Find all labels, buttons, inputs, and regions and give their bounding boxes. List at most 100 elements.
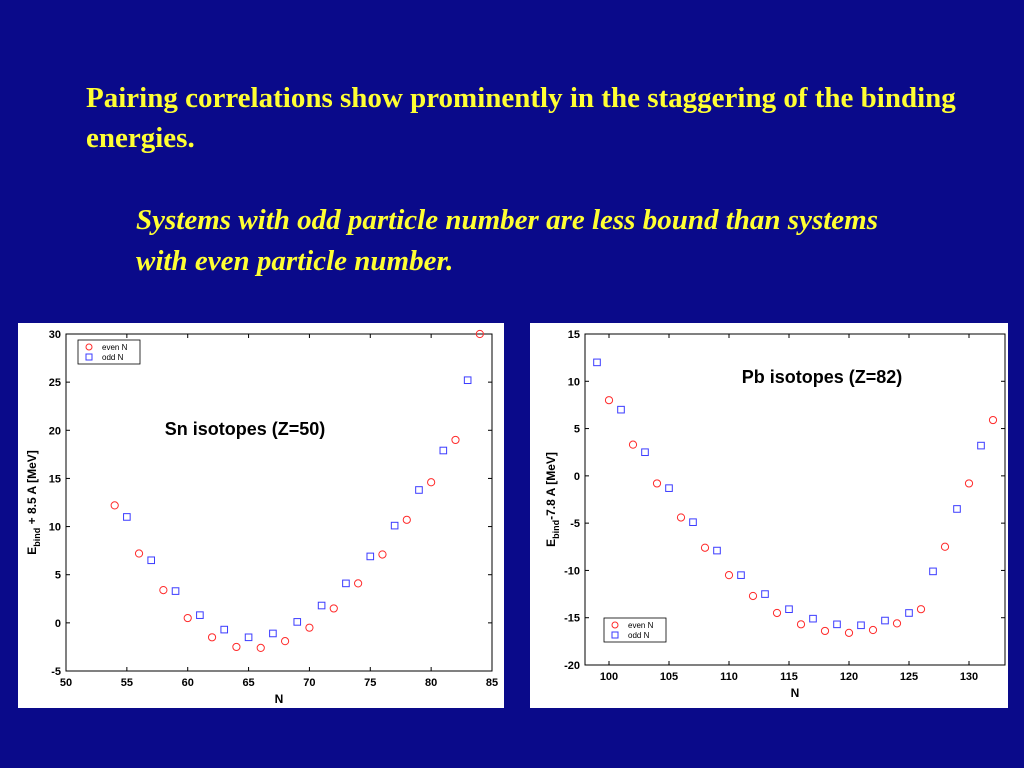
odd-n-point <box>785 605 793 614</box>
y-tick-label: 0 <box>55 618 61 630</box>
x-tick-label: 75 <box>364 677 376 689</box>
x-tick-label: 70 <box>303 677 315 689</box>
even-n-point <box>940 542 950 551</box>
even-n-point <box>916 605 926 614</box>
even-n-point <box>724 571 734 580</box>
y-tick-label: -5 <box>51 666 61 678</box>
odd-n-point <box>196 611 204 619</box>
legend-label: even N <box>628 621 654 630</box>
even-n-point <box>280 637 290 646</box>
odd-n-point <box>171 587 180 595</box>
odd-n-point <box>269 629 277 638</box>
legend-label: odd N <box>628 631 650 640</box>
y-tick-label: 10 <box>568 376 580 388</box>
y-axis-label: Ebind + 8.5 A [MeV] <box>25 450 42 554</box>
sn-chart-panel: 50 55 60 65 70 75 80 85 -5 0 5 10 15 20 25 30 N Ebind + 8… <box>18 323 504 708</box>
sn-isotopes-chart: 50 55 60 65 70 75 80 85 -5 0 5 10 15 20 25 30 N Ebind + 8… <box>25 329 498 706</box>
odd-n-point <box>809 614 817 623</box>
plot-frame <box>584 333 1006 666</box>
legend-marker-odd <box>85 353 93 361</box>
legend-marker-odd <box>611 631 619 639</box>
even-n-point <box>256 643 265 652</box>
even-n-point <box>676 513 686 522</box>
even-n-point <box>451 435 460 445</box>
odd-n-point <box>665 484 673 492</box>
x-tick-label: 85 <box>486 677 498 689</box>
even-n-point <box>475 329 484 339</box>
x-axis-label: N <box>791 686 800 700</box>
even-n-point <box>868 625 878 635</box>
x-tick-label: 115 <box>780 671 798 683</box>
even-n-point <box>988 415 998 425</box>
odd-n-point <box>220 625 229 634</box>
odd-n-point <box>366 552 375 561</box>
odd-n-point <box>641 448 649 457</box>
y-tick-label: 30 <box>49 329 61 341</box>
even-n-point <box>402 515 411 524</box>
x-axis-label: N <box>275 692 284 706</box>
odd-n-point <box>905 609 913 617</box>
odd-n-point <box>857 621 865 630</box>
even-n-point <box>892 619 902 628</box>
odd-n-point <box>293 618 302 626</box>
y-tick-label: 0 <box>574 471 580 483</box>
even-n-point <box>628 440 638 449</box>
x-tick-label: 120 <box>840 671 858 683</box>
odd-n-point <box>342 579 350 588</box>
even-n-point <box>110 501 119 510</box>
even-n-point <box>652 479 662 488</box>
even-n-point <box>772 608 782 618</box>
even-n-point <box>207 633 217 642</box>
odd-n-point <box>463 376 472 385</box>
even-n-point <box>134 549 144 558</box>
x-tick-label: 100 <box>600 671 618 683</box>
y-tick-label: 15 <box>568 329 580 341</box>
even-n-point <box>159 586 168 595</box>
even-n-point <box>329 604 338 613</box>
x-tick-label: 125 <box>900 671 918 683</box>
legend-label: odd N <box>102 353 124 362</box>
even-n-point <box>378 550 387 559</box>
even-n-point <box>748 591 758 601</box>
y-tick-label: 5 <box>55 570 61 582</box>
odd-n-point <box>317 601 326 610</box>
odd-n-point <box>953 505 961 513</box>
slide-headline: Pairing correlations show prominently in… <box>86 82 956 154</box>
y-tick-label: 10 <box>49 522 61 534</box>
even-n-point <box>183 613 192 623</box>
odd-n-point <box>689 518 697 526</box>
even-n-point <box>844 628 854 637</box>
chart-title: Sn isotopes (Z=50) <box>165 419 326 439</box>
even-n-point <box>354 579 363 588</box>
y-tick-label: 15 <box>49 473 61 485</box>
even-n-point <box>427 478 436 487</box>
x-tick-label: 110 <box>720 671 738 683</box>
odd-n-point <box>390 521 399 530</box>
even-n-point <box>305 623 314 632</box>
even-n-point <box>700 543 710 552</box>
odd-n-point <box>977 441 985 450</box>
y-axis-label: Ebind-7.8 A [MeV] <box>544 452 561 547</box>
legend-label: even N <box>102 343 128 352</box>
plot-frame <box>65 333 493 672</box>
y-tick-label: -5 <box>570 518 580 530</box>
odd-n-point <box>123 513 131 521</box>
x-tick-label: 80 <box>425 677 437 689</box>
y-tick-label: -15 <box>564 613 580 625</box>
pb-chart-panel: 100 105 110 115 120 125 130 -20 -15 -10 -5 0 5 10 15 N E… <box>530 323 1008 708</box>
y-tick-label: -10 <box>564 565 580 577</box>
chart-title: Pb isotopes (Z=82) <box>742 367 903 387</box>
y-tick-label: 25 <box>49 377 61 389</box>
odd-n-point <box>737 571 745 579</box>
legend-marker-even <box>85 343 93 351</box>
even-n-point <box>604 396 614 405</box>
odd-n-point <box>833 620 841 629</box>
odd-n-point <box>415 486 423 494</box>
odd-n-point <box>761 590 769 598</box>
x-tick-label: 60 <box>182 677 194 689</box>
odd-n-point <box>244 633 253 642</box>
odd-n-point <box>593 358 601 367</box>
x-tick-label: 130 <box>960 671 978 683</box>
